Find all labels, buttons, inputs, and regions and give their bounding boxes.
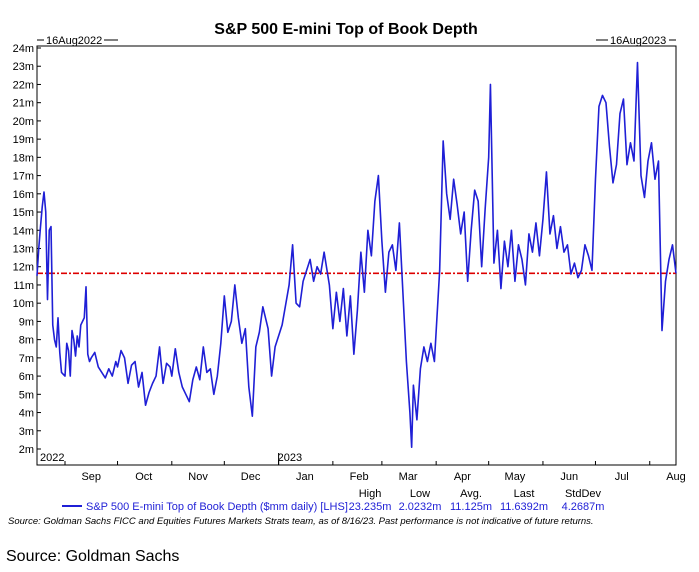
y-axis: 2m 3m 4m 5m 6m 7m 8m 9m 10m 11m 12m 13m 14m 15m 16m 17m… (13, 43, 41, 456)
x-tick-label: May (505, 471, 526, 483)
x-tick-label: Apr (454, 471, 471, 483)
legend-stat-value: 2.0232m (399, 501, 442, 513)
x-tick-label: Feb (350, 471, 369, 483)
y-tick-label: 20m (13, 116, 34, 128)
y-tick-label: 2m (19, 444, 34, 456)
x-tick-label: Aug (666, 471, 686, 483)
legend-stat-header: StdDev (565, 488, 602, 500)
x-tick-label: Dec (241, 471, 261, 483)
y-tick-label: 17m (13, 171, 34, 183)
y-tick-label: 6m (19, 371, 34, 383)
y-tick-label: 7m (19, 353, 34, 365)
x-tick-label: Mar (399, 471, 418, 483)
y-tick-label: 10m (13, 298, 34, 310)
y-tick-label: 12m (13, 262, 34, 274)
legend-stat-value: 23.235m (349, 501, 392, 513)
y-tick-label: 9m (19, 316, 34, 328)
year-label: 2022 (40, 452, 64, 464)
y-tick-label: 13m (13, 244, 34, 256)
source-caption: Source: Goldman Sachs (6, 548, 180, 565)
legend-stat-header: High (359, 488, 382, 500)
y-tick-label: 21m (13, 98, 34, 110)
legend-stat-header: Avg. (460, 488, 482, 500)
x-tick-label: Oct (135, 471, 152, 483)
legend-stat-header: Low (410, 488, 430, 500)
series-layer (36, 61, 677, 448)
y-tick-label: 24m (13, 43, 34, 55)
year-label: 2023 (278, 452, 302, 464)
chart-title: S&P 500 E-mini Top of Book Depth (214, 21, 477, 38)
y-tick-label: 18m (13, 152, 34, 164)
x-tick-label: Jan (296, 471, 314, 483)
series-line (36, 61, 677, 448)
x-tick-label: Jun (560, 471, 578, 483)
y-tick-label: 14m (13, 225, 34, 237)
y-tick-label: 16m (13, 189, 34, 201)
y-tick-label: 19m (13, 134, 34, 146)
x-tick-label: Nov (188, 471, 208, 483)
y-tick-label: 22m (13, 79, 34, 91)
plot-area (36, 45, 677, 466)
legend-stat-header: Last (514, 488, 535, 500)
y-tick-label: 8m (19, 335, 34, 347)
x-tick-label: Sep (81, 471, 101, 483)
x-tick-label: Jul (615, 471, 629, 483)
y-tick-label: 3m (19, 426, 34, 438)
legend-series-name: S&P 500 E-mini Top of Book Depth ($mm da… (86, 501, 348, 513)
range-start-label: 16Aug2022 (46, 35, 102, 47)
legend-stat-value: 11.125m (450, 501, 492, 513)
x-axis: Sep Oct Nov Dec Jan Feb Mar Apr May Jun Jul Aug 2022… (40, 452, 686, 483)
date-range-labels: 16Aug2022 16Aug2023 (37, 35, 676, 47)
y-tick-label: 4m (19, 408, 34, 420)
range-end-label: 16Aug2023 (610, 35, 666, 47)
y-tick-label: 15m (13, 207, 34, 219)
y-tick-label: 23m (13, 61, 34, 73)
legend-stat-value: 4.2687m (562, 501, 605, 513)
legend-stat-value: 11.6392m (500, 501, 548, 513)
y-tick-label: 5m (19, 389, 34, 401)
footnote: Source: Goldman Sachs FICC and Equities … (8, 516, 594, 527)
y-tick-label: 11m (13, 280, 34, 292)
legend: S&P 500 E-mini Top of Book Depth ($mm da… (62, 488, 604, 513)
